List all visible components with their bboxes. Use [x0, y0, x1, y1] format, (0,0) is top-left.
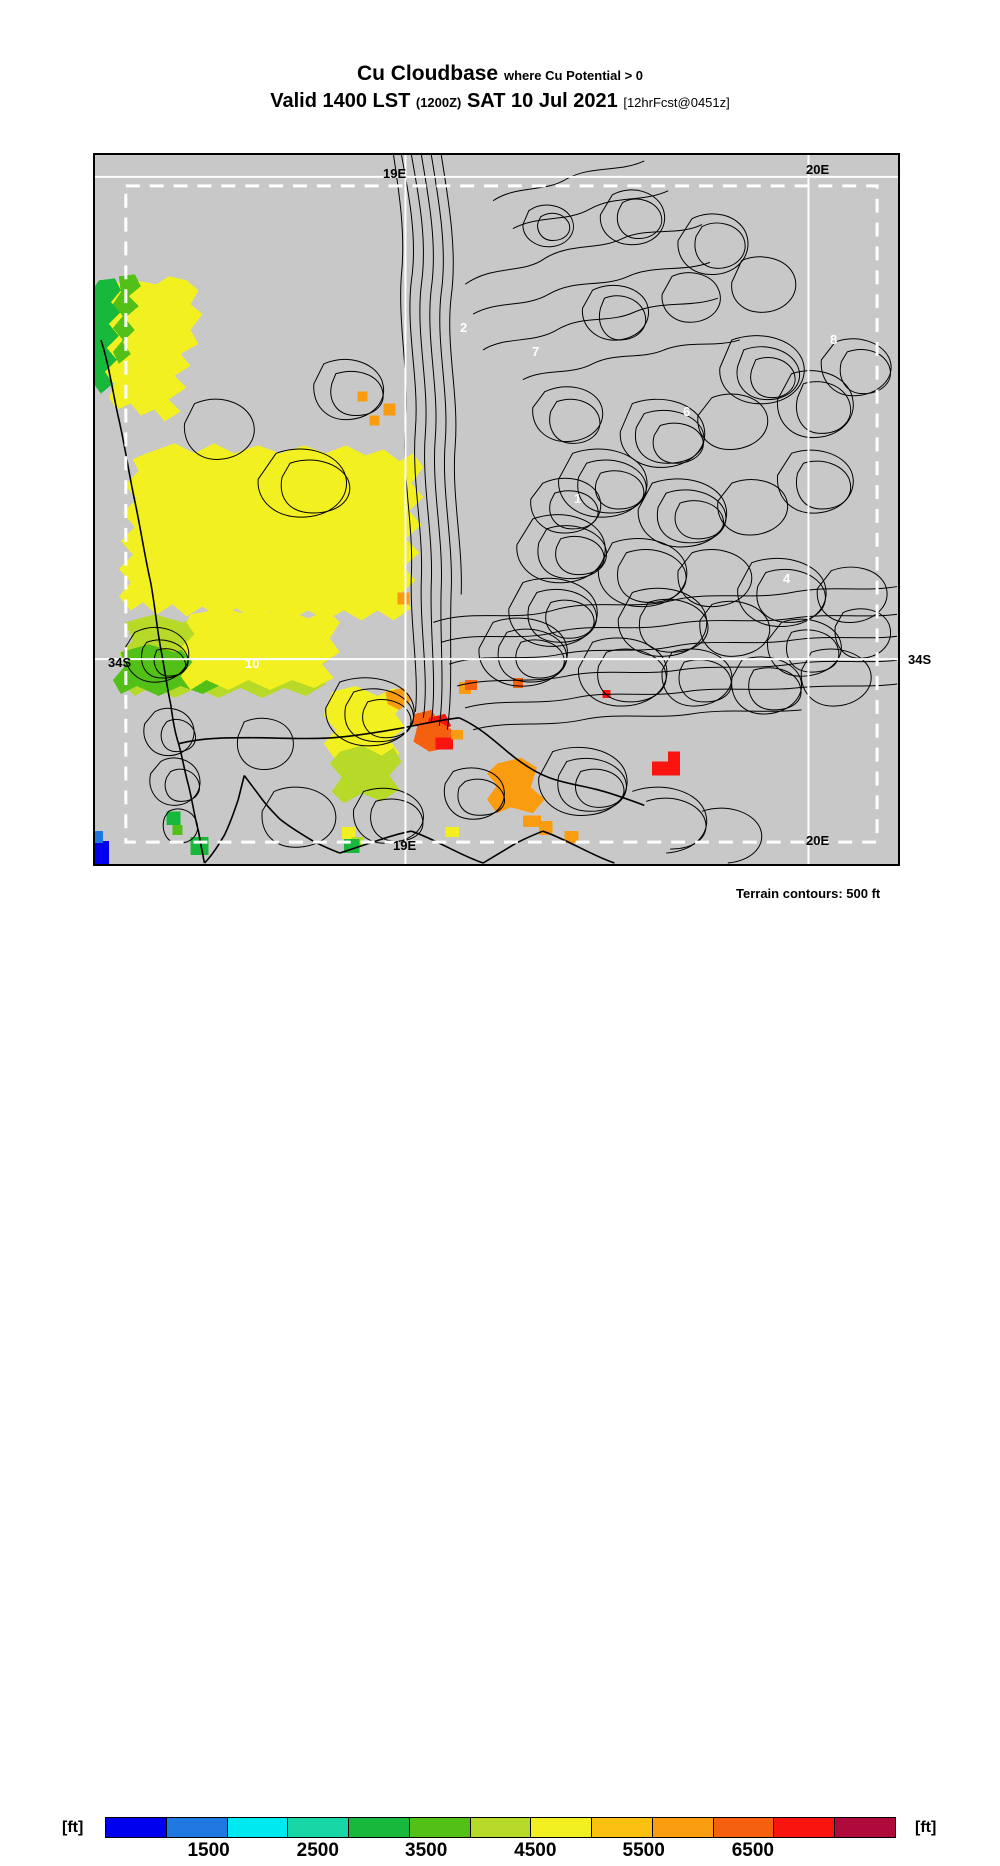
colorbar-segment-12[interactable]: [835, 1818, 895, 1837]
lat-lon-grid: [95, 155, 898, 864]
valid-time-label: Valid 1400 LST: [270, 90, 411, 112]
title-qualifier: where Cu Potential > 0: [503, 68, 644, 83]
colorbar-unit-right: [ft]: [915, 1819, 937, 1836]
colorbar-segment-5[interactable]: [409, 1818, 471, 1837]
domain-boundary: [124, 184, 879, 844]
title-line-secondary: Valid 1400 LST (1200Z) SAT 10 Jul 2021 […: [0, 88, 1000, 116]
colorbar-segment-4[interactable]: [349, 1818, 410, 1837]
colorbar-segment-2[interactable]: [227, 1818, 289, 1837]
colorbar-tick-5500: 5500: [622, 1840, 665, 1861]
page-title: Cu Cloudbase: [356, 62, 499, 85]
map-region-number: 7: [532, 344, 540, 359]
colorbar-segment-3[interactable]: [288, 1818, 350, 1837]
colorbar-tick-4500: 4500: [514, 1840, 557, 1861]
coastline: [100, 339, 645, 864]
valid-time-zulu: (1200Z): [415, 95, 462, 110]
colorbar-tick-1500: 1500: [187, 1840, 230, 1861]
colorbar-segment-0[interactable]: [106, 1818, 167, 1837]
map-region-number: 10: [245, 656, 260, 671]
colorbar-tick-labels: 1500 2500 3500 4500 5500 6500: [105, 1840, 896, 1866]
axis-label-lon-bottom-left: 19E: [393, 838, 417, 853]
map-region-number: 4: [783, 571, 791, 586]
axis-label-lon-top-left: 19E: [383, 166, 407, 181]
colorbar-segment-9[interactable]: [652, 1818, 714, 1837]
colorbar-segment-10[interactable]: [713, 1818, 775, 1837]
chart-title-block: Cu Cloudbase where Cu Potential > 0 Vali…: [0, 62, 1000, 116]
map-region-number: 2: [460, 320, 468, 335]
colorbar-tick-3500: 3500: [405, 1840, 448, 1861]
terrain-contour-note: Terrain contours: 500 ft: [736, 886, 881, 901]
map-canvas: [95, 155, 898, 864]
colorbar-segment-6[interactable]: [470, 1818, 532, 1837]
valid-date: SAT 10 Jul 2021: [466, 90, 618, 112]
colorbar-segment-1[interactable]: [166, 1818, 228, 1837]
axis-label-lon-bottom-right: 20E: [806, 833, 830, 848]
axis-label-lat-right: 34S: [908, 652, 932, 667]
colorbar[interactable]: [ft] [ft] 1500 2500 3500 4500 5500 6500: [0, 906, 1000, 1861]
colorbar-segment-11[interactable]: [774, 1818, 836, 1837]
map-region-number: 6: [683, 404, 691, 419]
map-plot-area[interactable]: 2 7 8 6 1 4 10: [93, 153, 900, 866]
forecast-tag: [12hrFcst@0451z]: [623, 95, 730, 110]
colorbar-gradient[interactable]: [105, 1817, 896, 1838]
terrain-contours: [124, 155, 898, 864]
colorbar-segment-7[interactable]: [531, 1818, 593, 1837]
colorbar-tick-2500: 2500: [296, 1840, 339, 1861]
map-region-number: 8: [830, 332, 838, 347]
title-line-primary: Cu Cloudbase where Cu Potential > 0: [0, 62, 1000, 88]
axis-label-lat-left: 34S: [108, 655, 132, 670]
colorbar-tick-6500: 6500: [731, 1840, 774, 1861]
map-region-number: 1: [574, 491, 582, 506]
colorbar-unit-left: [ft]: [62, 1819, 84, 1836]
colorbar-segment-8[interactable]: [592, 1818, 653, 1837]
axis-label-lon-top-right: 20E: [806, 162, 830, 177]
